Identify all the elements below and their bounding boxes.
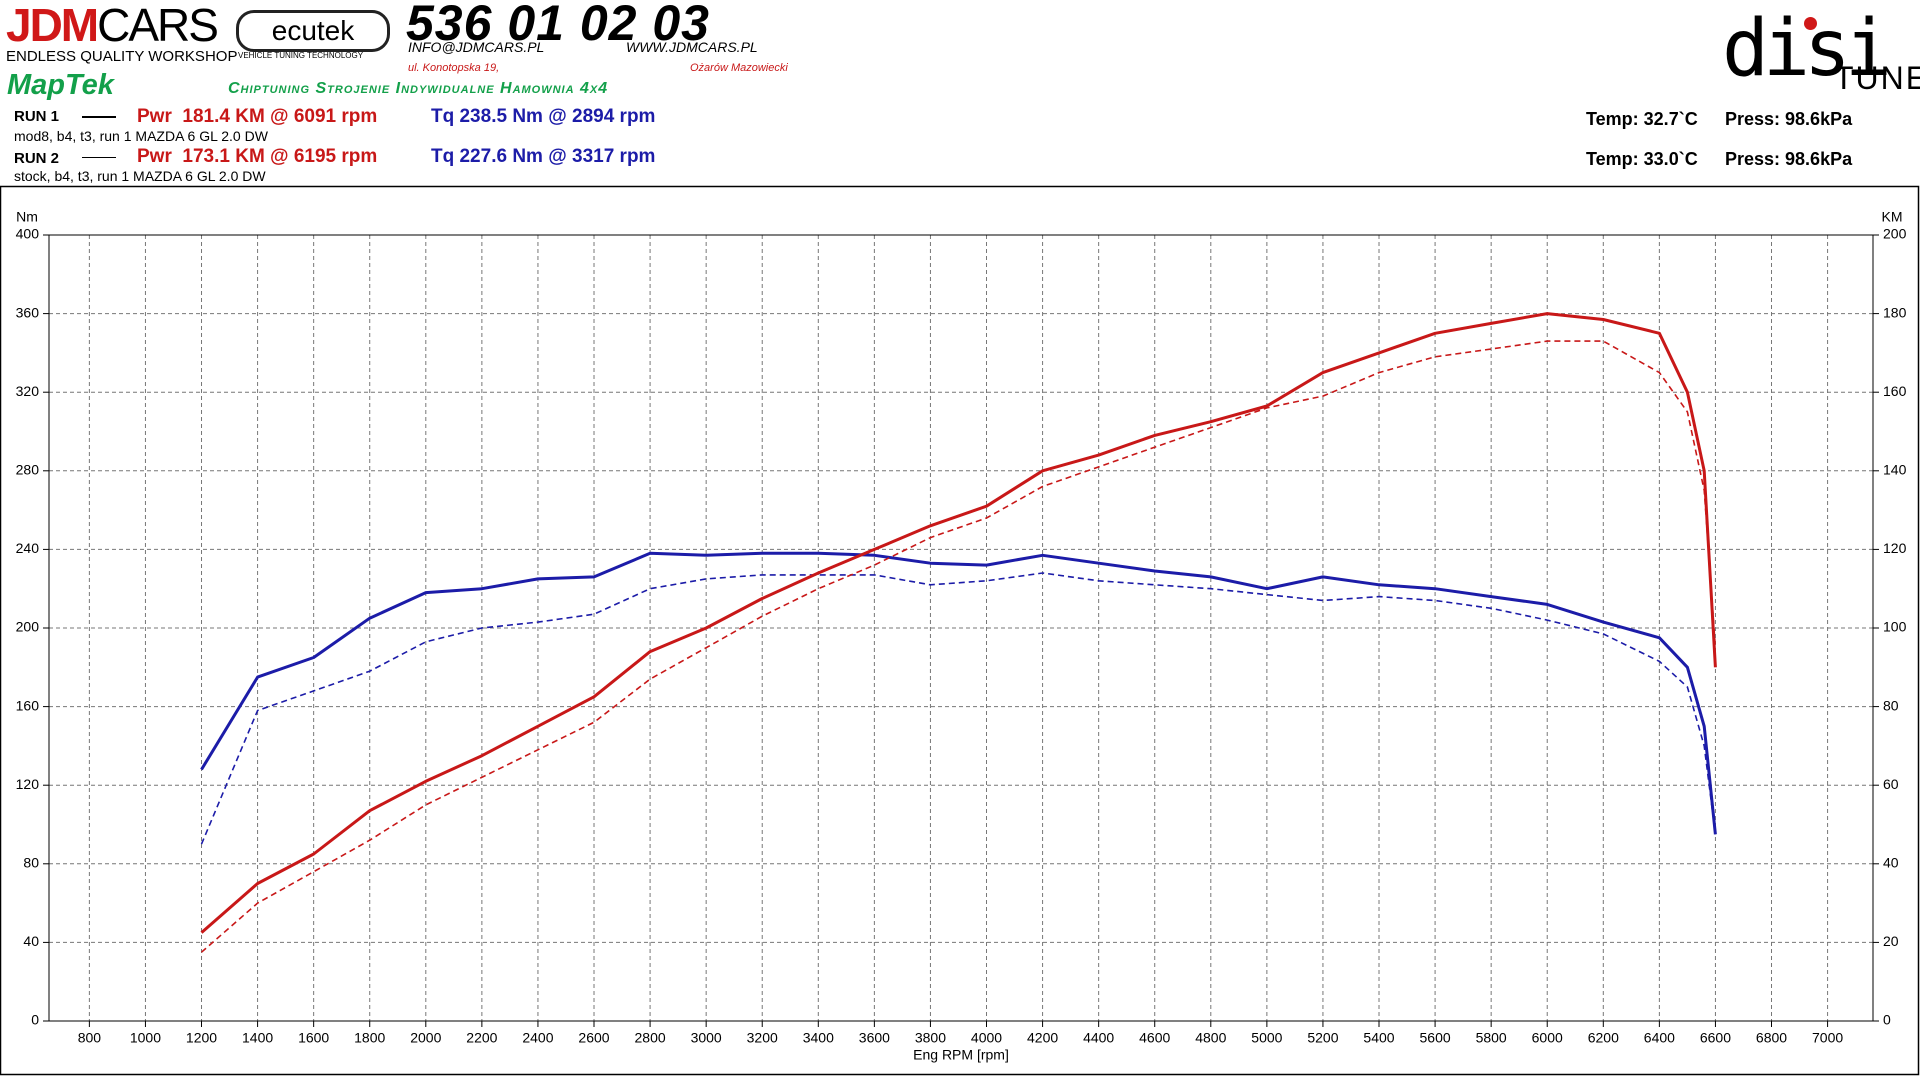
x-tick-label: 3400 bbox=[803, 1030, 834, 1046]
press: Press: 98.6kPa bbox=[1725, 149, 1853, 169]
y2-tick-label: 100 bbox=[1883, 619, 1907, 635]
y-tick-label: 280 bbox=[16, 462, 40, 478]
run-line-sample bbox=[82, 157, 116, 158]
x-tick-label: 3800 bbox=[915, 1030, 946, 1046]
x-tick-label: 5600 bbox=[1420, 1030, 1451, 1046]
maptek: MapTek bbox=[7, 69, 114, 101]
run-label: RUN 2 bbox=[14, 150, 60, 167]
y2-tick-label: 20 bbox=[1883, 933, 1899, 949]
x-tick-label: 7000 bbox=[1812, 1030, 1843, 1046]
y2-tick-label: 180 bbox=[1883, 304, 1907, 320]
press: Press: 98.6kPa bbox=[1725, 109, 1853, 129]
y-tick-label: 0 bbox=[31, 1012, 39, 1028]
y-tick-label: 120 bbox=[16, 776, 40, 792]
y2-tick-label: 120 bbox=[1883, 540, 1907, 556]
y2-tick-label: 160 bbox=[1883, 383, 1907, 399]
run-torque: Tq 238.5 Nm @ 2894 rpm bbox=[431, 106, 656, 127]
ecutek-logo: ecutek bbox=[236, 10, 390, 52]
x-tick-label: 3200 bbox=[747, 1030, 778, 1046]
y-tick-label: 200 bbox=[16, 619, 40, 635]
run-torque: Tq 227.6 Nm @ 3317 rpm bbox=[431, 146, 656, 167]
line-series bbox=[200, 340, 1717, 953]
y2-axis-label: KM bbox=[1882, 209, 1903, 225]
y-axis-label: Nm bbox=[16, 209, 38, 225]
disi-dot bbox=[1804, 17, 1817, 30]
y2-tick-label: 140 bbox=[1883, 462, 1907, 478]
x-tick-label: 2000 bbox=[410, 1030, 441, 1046]
run-desc: stock, b4, t3, run 1 MAZDA 6 GL 2.0 DW bbox=[14, 168, 266, 184]
line-series bbox=[200, 572, 1717, 845]
services: Chiptuning Strojenie Indywidualne Hamown… bbox=[228, 80, 609, 97]
run-label: RUN 1 bbox=[14, 108, 60, 125]
y2-tick-label: 80 bbox=[1883, 697, 1899, 713]
x-tick-label: 6800 bbox=[1756, 1030, 1787, 1046]
tune: TUNE bbox=[1834, 60, 1920, 96]
phone: 536 01 02 03 bbox=[406, 0, 710, 51]
x-axis-label: Eng RPM [rpm] bbox=[913, 1047, 1009, 1063]
x-tick-label: 6200 bbox=[1588, 1030, 1619, 1046]
y2-tick-label: 200 bbox=[1883, 226, 1907, 242]
x-tick-label: 1600 bbox=[298, 1030, 329, 1046]
plot-area bbox=[48, 234, 1874, 1022]
run-desc: mod8, b4, t3, run 1 MAZDA 6 GL 2.0 DW bbox=[14, 128, 268, 144]
x-tick-label: 5200 bbox=[1307, 1030, 1338, 1046]
city: Ożarów Mazowiecki bbox=[690, 62, 788, 74]
x-tick-label: 4400 bbox=[1083, 1030, 1114, 1046]
y-tick-label: 160 bbox=[16, 697, 40, 713]
x-tick-label: 6000 bbox=[1532, 1030, 1563, 1046]
y2-tick-label: 60 bbox=[1883, 776, 1899, 792]
logo-cars: CARS bbox=[97, 0, 219, 51]
x-tick-label: 1000 bbox=[130, 1030, 161, 1046]
temp: Temp: 32.7`C bbox=[1586, 109, 1698, 129]
y2-tick-label: 0 bbox=[1883, 1012, 1891, 1028]
line-series bbox=[200, 312, 1717, 934]
x-tick-label: 2400 bbox=[522, 1030, 553, 1046]
run-power: Pwr 181.4 KM @ 6091 rpm bbox=[137, 106, 378, 127]
x-tick-label: 2600 bbox=[578, 1030, 609, 1046]
x-tick-label: 5000 bbox=[1251, 1030, 1282, 1046]
y-tick-label: 40 bbox=[23, 933, 39, 949]
x-tick-label: 6400 bbox=[1644, 1030, 1675, 1046]
x-tick-label: 2200 bbox=[466, 1030, 497, 1046]
logo-jdm: JDM bbox=[6, 0, 99, 51]
x-tick-label: 4600 bbox=[1139, 1030, 1170, 1046]
x-tick-label: 4200 bbox=[1027, 1030, 1058, 1046]
website: WWW.JDMCARS.PL bbox=[626, 39, 758, 55]
x-tick-label: 1800 bbox=[354, 1030, 385, 1046]
line-series bbox=[200, 551, 1717, 835]
x-tick-label: 3000 bbox=[691, 1030, 722, 1046]
x-tick-label: 3600 bbox=[859, 1030, 890, 1046]
y-tick-label: 80 bbox=[23, 855, 39, 871]
x-tick-label: 6600 bbox=[1700, 1030, 1731, 1046]
logo: JDMCARS bbox=[6, 0, 219, 51]
run-line-sample bbox=[82, 116, 116, 118]
email: INFO@JDMCARS.PL bbox=[408, 39, 545, 55]
ecutek-sub: VEHICLE TUNING TECHNOLOGY bbox=[238, 51, 364, 60]
street: ul. Konotopska 19, bbox=[408, 62, 500, 74]
y-tick-label: 240 bbox=[16, 540, 40, 556]
x-tick-label: 5400 bbox=[1363, 1030, 1394, 1046]
frame bbox=[0, 185, 1920, 1076]
x-tick-label: 5800 bbox=[1476, 1030, 1507, 1046]
x-tick-label: 1400 bbox=[242, 1030, 273, 1046]
x-tick-label: 2800 bbox=[635, 1030, 666, 1046]
workshop: ENDLESS QUALITY WORKSHOP bbox=[6, 48, 238, 65]
y-tick-label: 360 bbox=[16, 304, 40, 320]
run-power: Pwr 173.1 KM @ 6195 rpm bbox=[137, 146, 378, 167]
x-tick-label: 4800 bbox=[1195, 1030, 1226, 1046]
y-tick-label: 400 bbox=[16, 226, 40, 242]
x-tick-label: 1200 bbox=[186, 1030, 217, 1046]
y-tick-label: 320 bbox=[16, 383, 40, 399]
temp: Temp: 33.0`C bbox=[1586, 149, 1698, 169]
x-tick-label: 4000 bbox=[971, 1030, 1002, 1046]
x-tick-label: 800 bbox=[78, 1030, 102, 1046]
y2-tick-label: 40 bbox=[1883, 855, 1899, 871]
